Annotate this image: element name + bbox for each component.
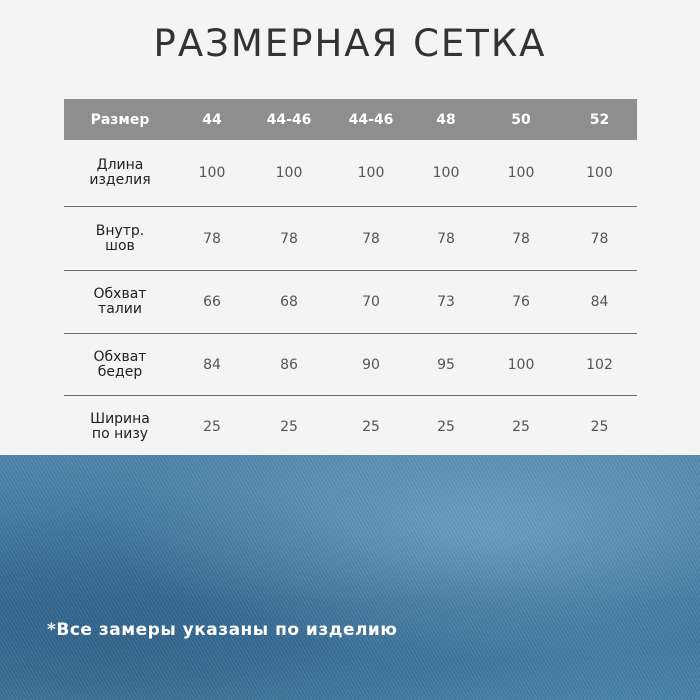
table-cell: 100 — [198, 165, 226, 181]
table-cell: 68 — [280, 294, 298, 310]
table-cell: 25 — [203, 419, 221, 435]
row-label: Ширина по низу — [64, 412, 176, 442]
header-cell: 44 — [202, 111, 222, 128]
row-label: Обхват бедер — [64, 348, 176, 380]
header-cell: 50 — [511, 111, 531, 128]
table-cell: 95 — [437, 356, 455, 373]
table-header: Размер 44 44-46 44-46 48 50 52 — [64, 99, 637, 140]
table-cell: 90 — [362, 356, 380, 373]
table-row: Обхват бедер 84 86 90 95 100 102 — [64, 334, 637, 396]
denim-background — [0, 455, 700, 700]
table-cell: 78 — [437, 230, 455, 247]
table-cell: 25 — [280, 419, 298, 435]
header-cell: 52 — [589, 111, 610, 128]
table-cell: 70 — [362, 294, 380, 310]
table-row: Обхват талии 66 68 70 73 76 84 — [64, 271, 637, 334]
page-title: РАЗМЕРНАЯ СЕТКА — [153, 22, 547, 65]
table-cell: 66 — [203, 294, 221, 310]
header-cell: Размер — [90, 111, 150, 128]
row-label-line: изделия — [89, 172, 151, 188]
table-cell: 76 — [512, 294, 530, 310]
table-cell: 78 — [203, 230, 221, 247]
table-cell: 102 — [586, 356, 613, 373]
row-label-line: Ширина — [90, 411, 150, 427]
row-label-line: бедер — [97, 363, 143, 380]
table-row: Длина изделия 100 100 100 100 100 100 — [64, 140, 637, 207]
row-label-line: шов — [105, 237, 135, 254]
table-cell: 25 — [590, 419, 609, 435]
table-cell: 100 — [586, 165, 613, 181]
table-cell: 25 — [437, 419, 455, 435]
table-cell: 84 — [203, 356, 221, 373]
table-cell: 78 — [280, 230, 298, 247]
table-cell: 25 — [362, 419, 380, 435]
row-label-line: Длина — [96, 157, 144, 173]
row-label-line: талии — [98, 301, 142, 317]
table-row: Ширина по низу 25 25 25 25 25 25 — [64, 396, 637, 458]
table-cell: 86 — [280, 356, 298, 373]
table-cell: 100 — [432, 165, 460, 181]
row-label: Обхват талии — [64, 287, 176, 317]
table-cell: 78 — [512, 230, 530, 247]
table-cell: 100 — [275, 165, 303, 181]
table-cell: 73 — [437, 294, 455, 310]
table-cell: 78 — [362, 230, 380, 247]
table-cell: 78 — [590, 230, 609, 247]
footnote: *Все замеры указаны по изделию — [47, 620, 398, 640]
header-cell: 44-46 — [266, 111, 312, 128]
row-label-line: Внутр. — [95, 222, 145, 239]
row-label-line: Обхват — [93, 286, 147, 302]
table-cell: 100 — [507, 356, 535, 373]
table-cell: 84 — [590, 294, 609, 310]
table-cell: 100 — [357, 165, 385, 181]
header-cell: 48 — [436, 111, 456, 128]
row-label: Внутр. шов — [64, 222, 176, 254]
row-label-line: Обхват — [93, 348, 147, 365]
row-label: Длина изделия — [64, 158, 176, 188]
header-cell: 44-46 — [348, 111, 394, 128]
table-row: Внутр. шов 78 78 78 78 78 78 — [64, 207, 637, 271]
table-cell: 100 — [507, 165, 535, 181]
size-table: Размер 44 44-46 44-46 48 50 52 Длина изде… — [64, 99, 637, 458]
row-label-line: по низу — [91, 426, 149, 442]
table-cell: 25 — [512, 419, 530, 435]
